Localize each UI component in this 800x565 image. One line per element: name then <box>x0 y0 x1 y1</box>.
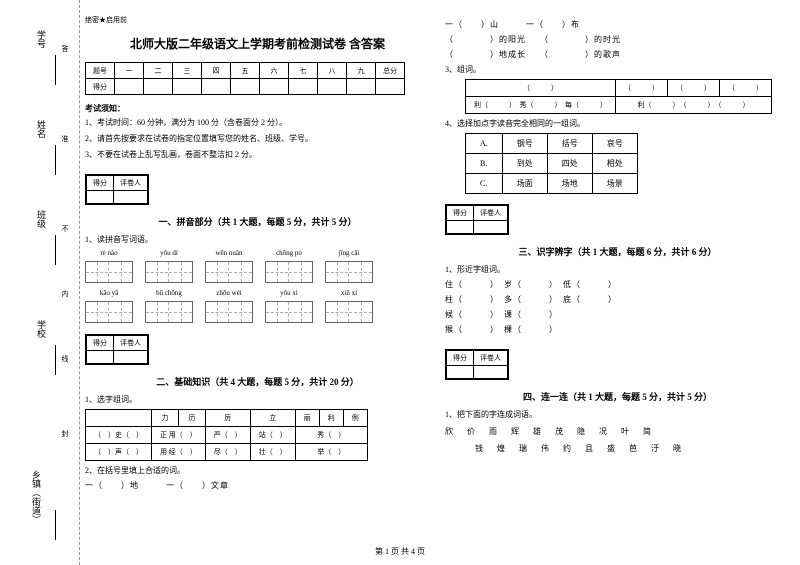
grader-box: 得分评卷人 <box>85 334 149 365</box>
side-label: 姓名 <box>35 120 48 138</box>
word-line: 候（ ） 课（ ） <box>445 309 790 320</box>
page-footer: 第 1 页 共 4 页 <box>0 546 800 557</box>
notice-item: 2、请首先按要求在试卷的指定位置填写您的姓名、班级、学号。 <box>85 133 430 146</box>
left-column: 绝密★启用前 北师大版二年级语文上学期考前检测试卷 含答案 题号一二三四五六七八… <box>85 15 430 495</box>
question: 1、形近字组词。 <box>445 264 790 275</box>
right-column: 一（ ）山 一（ ）布 （ ）的阳光 （ ）的时光 （ ）地成长 （ ）的歌声 … <box>445 15 790 495</box>
fill-blank-line: 一（ ）山 一（ ）布 <box>445 19 790 30</box>
question: 1、选字组词。 <box>85 394 430 405</box>
grader-box: 得分评卷人 <box>445 349 509 380</box>
binding-sidebar: 学号 姓名 班级 学校 乡镇（街道） 答 准 不 内 线 封 <box>0 0 80 565</box>
question: 3、组词。 <box>445 64 790 75</box>
side-label: 班级 <box>35 210 48 228</box>
fill-blank-line: （ ）的阳光 （ ）的时光 <box>445 34 790 45</box>
connect-row: 钱煌瑞伟约且盛芭汙晓 <box>475 443 790 454</box>
tianzige-row <box>85 301 430 323</box>
option-table: A.钢号括号哀号 B.到处四处相处 C.场面场地场景 <box>465 133 638 194</box>
notice-title: 考试须知： <box>85 103 430 114</box>
score-table: 题号一二三四五六七八九总分 得分 <box>85 62 405 95</box>
side-label: 学号 <box>35 30 48 48</box>
grader-box: 得分评卷人 <box>445 204 509 235</box>
question: 2、在括号里填上合适的词。 <box>85 465 430 476</box>
section-4-title: 四、连一连（共 1 大题，每题 5 分，共计 5 分） <box>445 390 790 403</box>
question: 1、读拼音写词语。 <box>85 234 430 245</box>
fill-blank-line: 一（ ）地 一（ ）文章 <box>85 480 430 491</box>
confidential-label: 绝密★启用前 <box>85 15 430 25</box>
pinyin-row: kǎo yābǔ chōngzhōu wéiyōu xìxiū xí <box>85 289 430 297</box>
section-3-title: 三、识字辨字（共 1 大题，每题 6 分，共计 6 分） <box>445 245 790 258</box>
pinyin-row: rè nàoyōu díwēn nuǎnchōng pòjīng cǎi <box>85 249 430 257</box>
notice-item: 1、考试时间：60 分钟，满分为 100 分（含卷面分 2 分）。 <box>85 117 430 130</box>
exam-notice: 考试须知： 1、考试时间：60 分钟，满分为 100 分（含卷面分 2 分）。 … <box>85 103 430 161</box>
exam-title: 北师大版二年级语文上学期考前检测试卷 含答案 <box>85 35 430 52</box>
grader-box: 得分评卷人 <box>85 174 149 205</box>
word-line: 猴（ ） 棵（ ） <box>445 324 790 335</box>
word-line: 柱（ ） 多（ ） 底（ ） <box>445 294 790 305</box>
notice-item: 3、不要在试卷上乱写乱画，卷面不整洁扣 2 分。 <box>85 149 430 162</box>
section-2-title: 二、基础知识（共 4 大题，每题 5 分，共计 20 分） <box>85 375 430 388</box>
zuci-table: （ ）（ ）（ ）（ ） 利（ ） 秀（ ） 每（ ）利（ ） （ ） （ ） <box>465 79 772 114</box>
side-label: 乡镇（街道） <box>30 470 43 524</box>
tianzige-row <box>85 261 430 283</box>
char-select-table: 力历厉立丽利例 （ ）史（ ）正 用（ ）严（ ）站（ ）秀（ ） （ ）声（ … <box>85 409 368 461</box>
question: 4、选择加点字读音完全相同的一组词。 <box>445 118 790 129</box>
question: 1、把下面的字连成词语。 <box>445 409 790 420</box>
fill-blank-line: （ ）地成长 （ ）的歌声 <box>445 49 790 60</box>
side-label: 学校 <box>35 320 48 338</box>
section-1-title: 一、拼音部分（共 1 大题，每题 5 分，共计 5 分） <box>85 215 430 228</box>
page-content: 绝密★启用前 北师大版二年级语文上学期考前检测试卷 含答案 题号一二三四五六七八… <box>85 15 790 495</box>
word-line: 住（ ） 岁（ ） 低（ ） <box>445 279 790 290</box>
connect-row: 欣价雨辉雄茂隐况叶简 <box>445 426 790 437</box>
